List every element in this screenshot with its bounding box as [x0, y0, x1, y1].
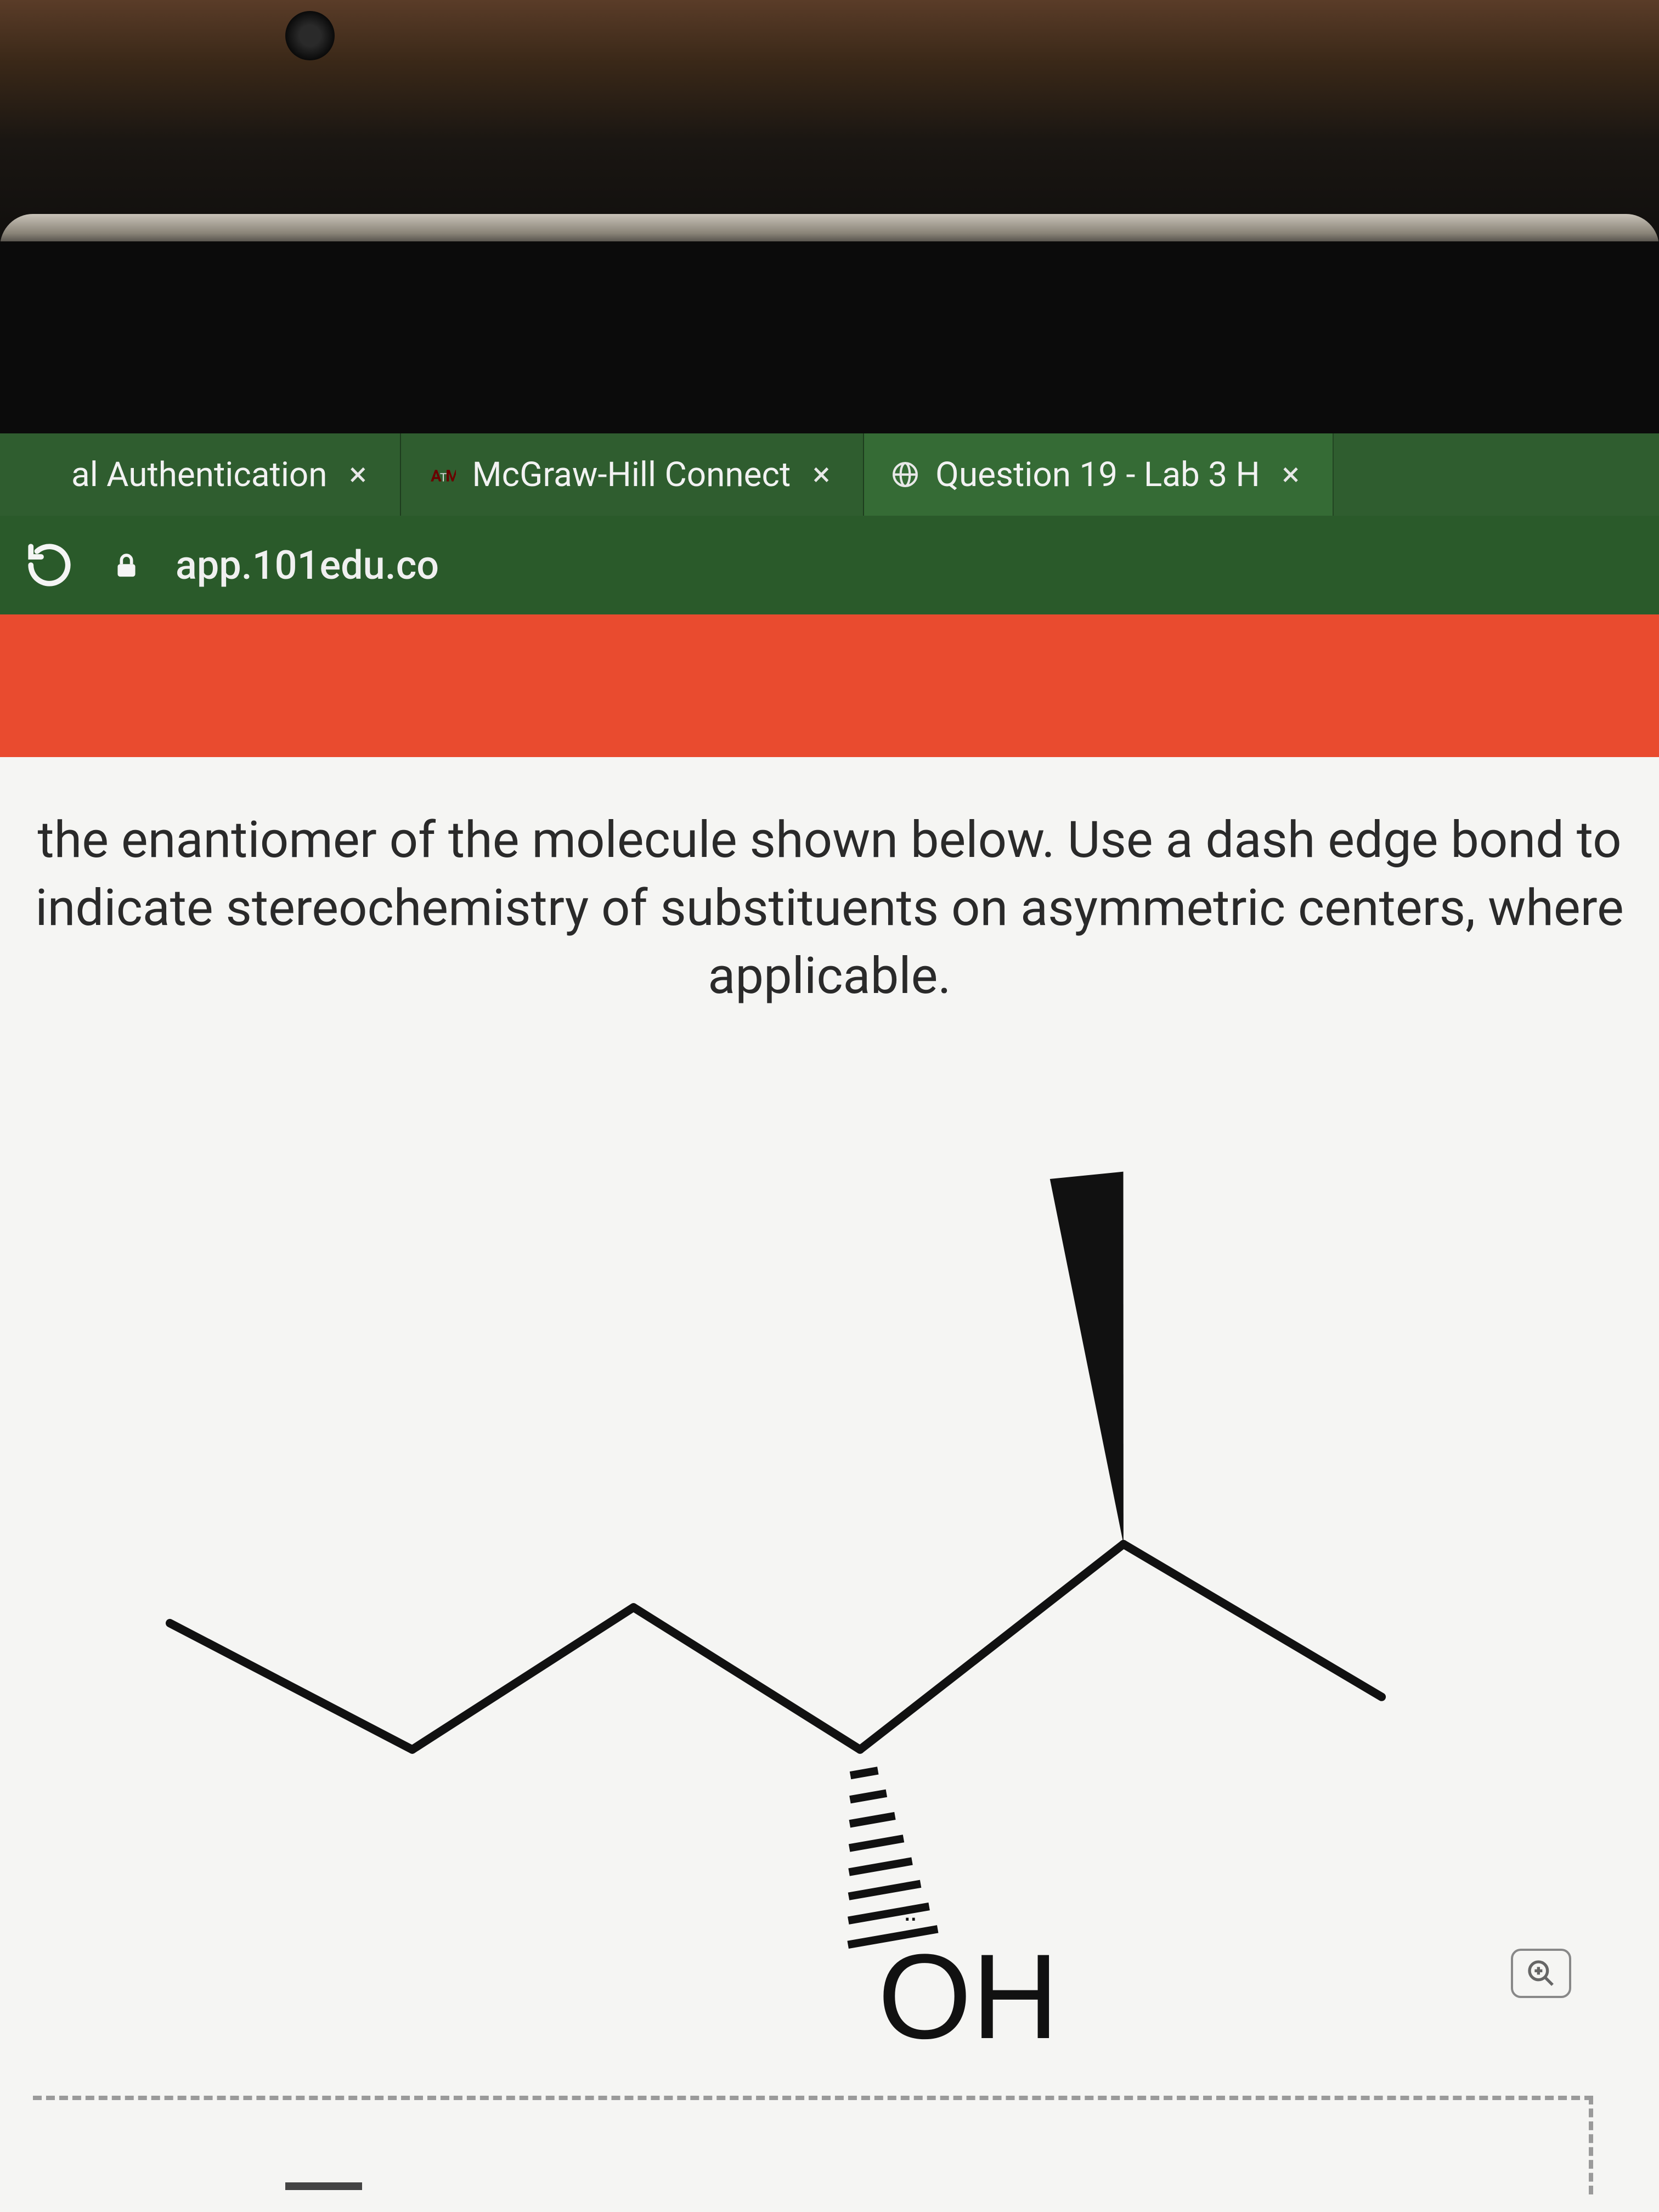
tab-mcgraw-hill[interactable]: ATM McGraw-Hill Connect ×: [401, 433, 865, 516]
reload-icon[interactable]: [22, 538, 77, 592]
atm-favicon-icon: ATM: [428, 461, 456, 488]
tab-authentication[interactable]: al Authentication ×: [0, 433, 401, 516]
tab-question-19[interactable]: Question 19 - Lab 3 H ×: [864, 433, 1333, 516]
url-text[interactable]: app.101edu.co: [176, 542, 439, 589]
question-content: the enantiomer of the molecule shown bel…: [0, 757, 1659, 2212]
webcam-hole: [285, 11, 335, 60]
answer-box-top-border: [33, 2096, 1593, 2100]
oh-label: O¨H: [878, 1927, 1059, 2066]
generic-page-icon: [27, 461, 55, 488]
toolbar-fragment: [285, 2182, 362, 2190]
molecule-structure: O¨H: [33, 1044, 1626, 2086]
svg-text:M: M: [445, 467, 456, 486]
close-icon[interactable]: ×: [807, 458, 836, 491]
close-icon[interactable]: ×: [1277, 458, 1305, 491]
molecule-svg: [33, 1044, 1626, 2086]
answer-box-right-border: [1589, 2096, 1593, 2194]
browser-address-bar: app.101edu.co: [0, 516, 1659, 614]
tab-label: Question 19 - Lab 3 H: [935, 455, 1260, 495]
tab-label: McGraw-Hill Connect: [472, 455, 791, 495]
zoom-in-button[interactable]: [1511, 1949, 1571, 1998]
close-icon[interactable]: ×: [344, 458, 373, 491]
app-header-band: [0, 614, 1659, 757]
lock-icon: [110, 549, 143, 582]
screen-black-area: [0, 241, 1659, 433]
question-text: the enantiomer of the molecule shown bel…: [34, 806, 1625, 1011]
browser-tabstrip: al Authentication × ATM McGraw-Hill Conn…: [0, 433, 1659, 516]
viewport: al Authentication × ATM McGraw-Hill Conn…: [0, 0, 1659, 2212]
globe-icon: [891, 461, 919, 488]
tab-label: al Authentication: [71, 455, 328, 495]
